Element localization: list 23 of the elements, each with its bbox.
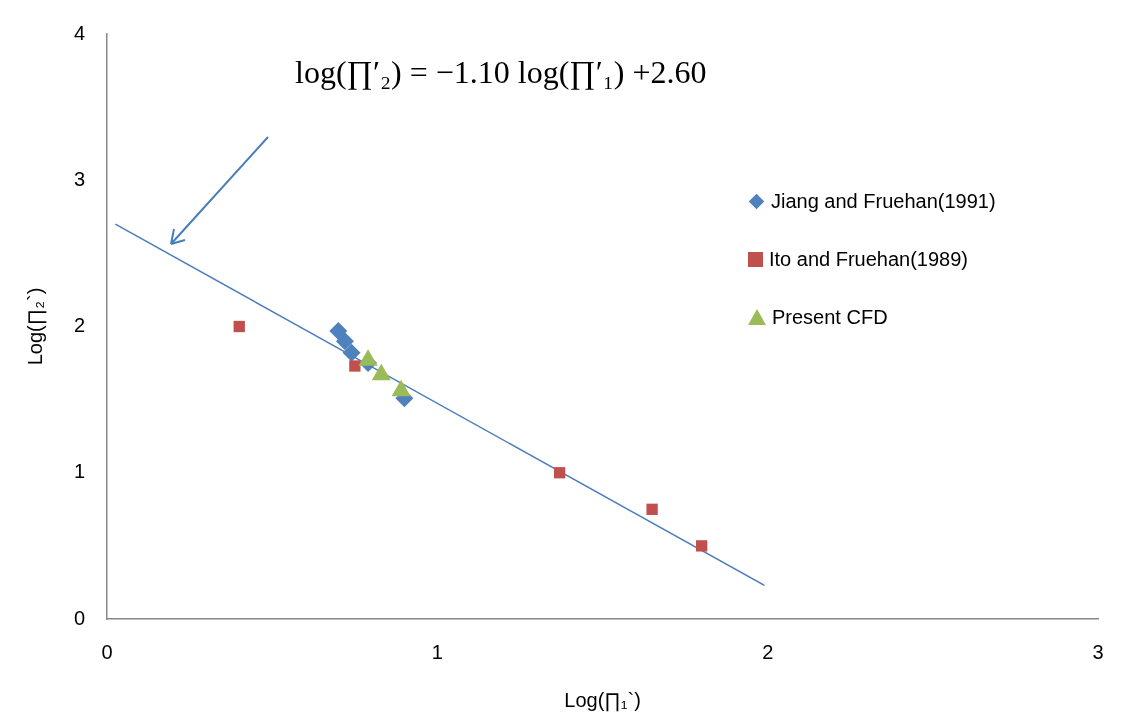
point [335, 332, 354, 351]
x-tick-label: 0 [101, 640, 113, 663]
y-tick-label: 2 [74, 314, 86, 337]
legend-label: Ito and Fruehan(1989) [769, 247, 969, 271]
annotation: log(∏′₂) = −1.10 log(∏′₁) +2.60 [295, 54, 707, 91]
point [553, 467, 566, 479]
x-axis-title: Log(∏₁`) [564, 688, 641, 712]
y-axis-title: Log(∏₂`) [23, 287, 47, 366]
y-tick-label: 3 [74, 167, 86, 190]
point [646, 503, 658, 515]
point [329, 321, 348, 340]
legend-label: Present CFD [772, 305, 888, 329]
y-tick-label: 4 [74, 21, 86, 44]
x-tick-label: 1 [431, 640, 443, 663]
y-tick-label: 0 [74, 606, 86, 629]
x-tick-label: 3 [1092, 640, 1104, 663]
point [342, 343, 361, 362]
point [349, 360, 361, 372]
point [695, 540, 708, 552]
y-tick-label: 1 [74, 460, 86, 483]
x-tick-label: 2 [762, 640, 774, 663]
point [233, 320, 245, 333]
legend-label: Jiang and Fruehan(1991) [771, 189, 996, 213]
